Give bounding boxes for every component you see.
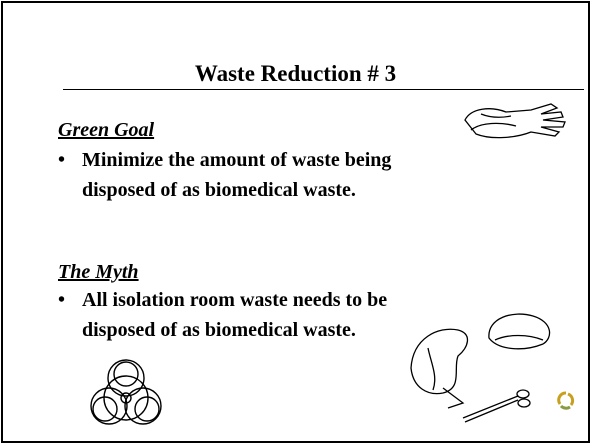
section-heading: Green Goal (58, 119, 154, 142)
bullet-dot: • (58, 145, 82, 205)
title-rule (63, 89, 584, 90)
bullet-item: • All isolation room waste needs to be d… (58, 285, 427, 345)
logo-icon (556, 390, 576, 410)
biohazard-clipart (81, 348, 171, 438)
slide-title: Waste Reduction # 3 (3, 61, 588, 87)
bullet-text: Minimize the amount of waste being dispo… (82, 145, 427, 205)
caps-scissors-clipart (403, 308, 553, 438)
gloves-clipart (461, 100, 571, 145)
bullet-dot: • (58, 285, 82, 345)
section-heading: The Myth (58, 261, 139, 284)
bullet-item: • Minimize the amount of waste being dis… (58, 145, 427, 205)
bullet-text: All isolation room waste needs to be dis… (82, 285, 427, 345)
slide: Waste Reduction # 3 Green Goal • Minimiz… (1, 1, 590, 443)
